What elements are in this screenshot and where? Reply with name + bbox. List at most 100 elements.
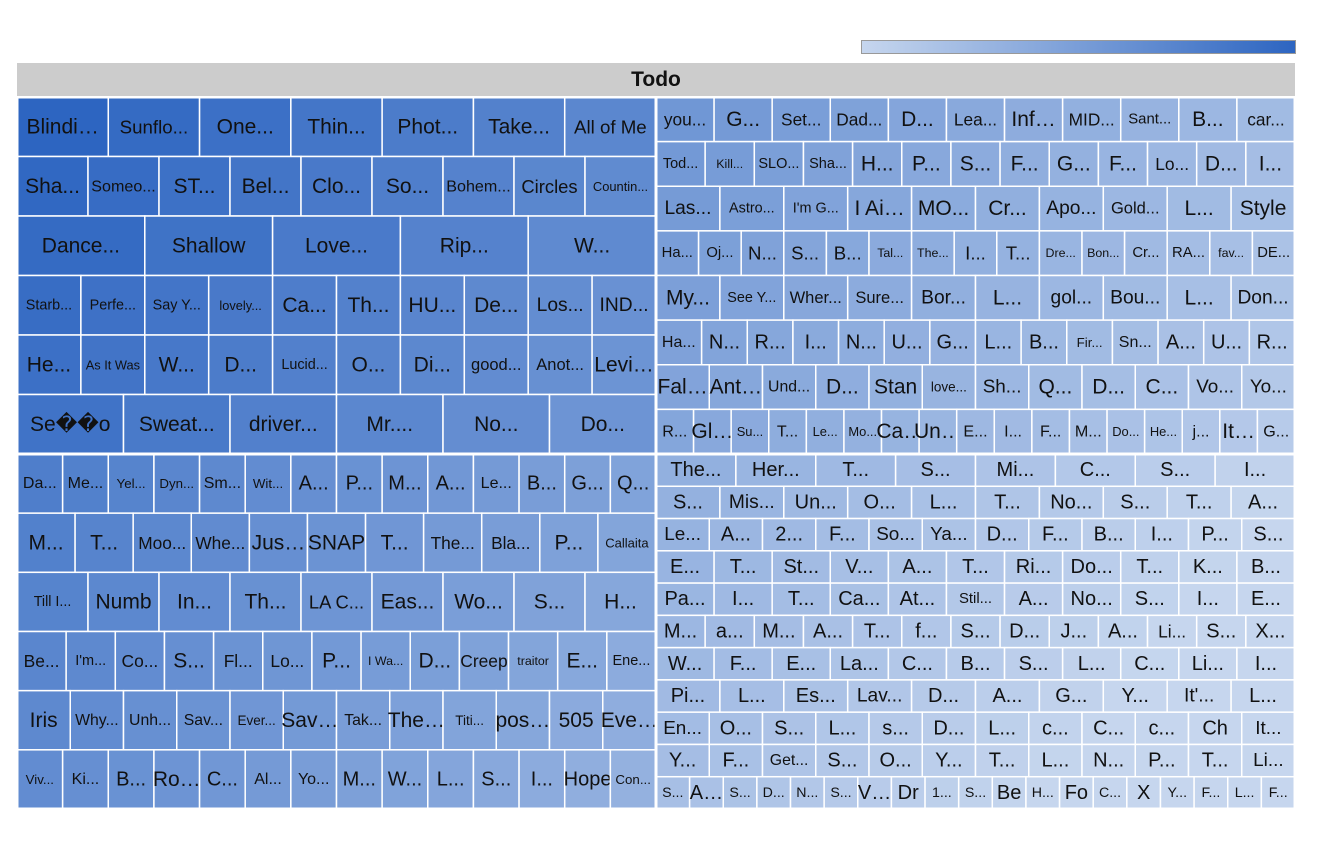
treemap-cell[interactable] (1214, 453, 1295, 488)
treemap-cell[interactable] (360, 630, 411, 692)
treemap-cell[interactable] (713, 582, 773, 617)
treemap-cell[interactable] (655, 743, 710, 778)
treemap-cell[interactable] (815, 364, 870, 411)
treemap-cell[interactable] (80, 334, 146, 396)
treemap-cell[interactable] (688, 775, 725, 809)
treemap-cell[interactable] (837, 319, 885, 366)
treemap-cell[interactable] (1251, 230, 1295, 277)
treemap-cell[interactable] (513, 155, 586, 217)
treemap-cell[interactable] (945, 646, 1006, 681)
treemap-cell[interactable] (704, 140, 756, 187)
treemap-cell[interactable] (1241, 517, 1295, 552)
treemap-cell[interactable] (910, 185, 977, 232)
treemap-cell[interactable] (442, 393, 551, 455)
treemap-cell[interactable] (107, 749, 155, 809)
treemap-cell[interactable] (887, 582, 948, 617)
treemap-cell[interactable] (843, 408, 883, 455)
treemap-cell[interactable] (1119, 97, 1180, 143)
treemap-cell[interactable] (409, 630, 461, 692)
treemap-cell[interactable] (122, 393, 231, 455)
treemap-cell[interactable] (1157, 319, 1205, 366)
treemap-cell[interactable] (300, 571, 373, 633)
treemap-cell[interactable] (389, 689, 444, 751)
treemap-cell[interactable] (1102, 185, 1168, 232)
treemap-cell[interactable] (513, 571, 586, 633)
treemap-cell[interactable] (17, 274, 82, 336)
treemap-cell[interactable] (1178, 582, 1238, 617)
treemap-cell[interactable] (556, 630, 608, 692)
treemap-cell[interactable] (829, 97, 890, 143)
treemap-cell[interactable] (548, 689, 604, 751)
treemap-cell[interactable] (655, 453, 737, 488)
treemap-cell[interactable] (783, 185, 849, 232)
treemap-cell[interactable] (815, 711, 870, 746)
treemap-cell[interactable] (846, 679, 913, 713)
treemap-cell[interactable] (65, 630, 117, 692)
treemap-cell[interactable] (17, 630, 67, 692)
treemap-cell[interactable] (371, 155, 444, 217)
treemap-cell[interactable] (921, 364, 977, 411)
treemap-cell[interactable] (880, 408, 920, 455)
treemap-cell[interactable] (290, 749, 338, 809)
treemap-cell[interactable] (974, 364, 1030, 411)
treemap-cell[interactable] (1038, 230, 1083, 277)
treemap-cell[interactable] (198, 749, 246, 809)
treemap-cell[interactable] (606, 630, 657, 692)
treemap-cell[interactable] (851, 140, 903, 187)
treemap-cell[interactable] (708, 711, 764, 746)
treemap-cell[interactable] (1159, 775, 1195, 809)
treemap-root-header[interactable]: Todo (17, 63, 1295, 96)
treemap-cell[interactable] (1066, 319, 1114, 366)
treemap-cell[interactable] (1097, 614, 1149, 649)
treemap-cell[interactable] (783, 274, 849, 321)
treemap-cell[interactable] (1202, 319, 1251, 366)
treemap-cell[interactable] (655, 319, 703, 366)
treemap-cell[interactable] (993, 408, 1033, 455)
treemap-cell[interactable] (1054, 453, 1136, 488)
treemap-cell[interactable] (1003, 582, 1064, 617)
treemap-cell[interactable] (87, 155, 160, 217)
treemap-cell[interactable] (300, 155, 373, 217)
treemap-cell[interactable] (719, 679, 785, 713)
treemap-cell[interactable] (584, 155, 657, 217)
treemap-cell[interactable] (783, 679, 849, 713)
treemap-cell[interactable] (974, 274, 1041, 321)
treemap-cell[interactable] (945, 97, 1006, 143)
treemap-cell[interactable] (399, 215, 529, 277)
treemap-cell[interactable] (364, 512, 425, 574)
treemap-cell[interactable] (1241, 711, 1295, 746)
treemap-cell[interactable] (1028, 711, 1083, 746)
treemap-cell[interactable] (17, 155, 89, 217)
treemap-cell[interactable] (655, 274, 721, 321)
treemap-cell[interactable] (1166, 485, 1232, 520)
treemap-cell[interactable] (1241, 364, 1295, 411)
treemap-cell[interactable] (495, 689, 551, 751)
treemap-cell[interactable] (1166, 230, 1211, 277)
treemap-cell[interactable] (921, 711, 977, 746)
treemap-cell[interactable] (422, 512, 483, 574)
treemap-cell[interactable] (1048, 614, 1100, 649)
treemap-cell[interactable] (697, 230, 742, 277)
treemap-cell[interactable] (996, 230, 1041, 277)
treemap-cell[interactable] (539, 512, 599, 574)
treemap-cell[interactable] (783, 230, 828, 277)
treemap-cell[interactable] (87, 571, 160, 633)
treemap-cell[interactable] (548, 393, 657, 455)
treemap-cell[interactable] (527, 274, 593, 336)
treemap-cell[interactable] (335, 334, 402, 396)
treemap-cell[interactable] (1028, 517, 1083, 552)
treemap-cell[interactable] (1134, 711, 1190, 746)
treemap-cell[interactable] (463, 334, 529, 396)
treemap-cell[interactable] (381, 453, 429, 514)
treemap-cell[interactable] (719, 485, 785, 520)
treemap-cell[interactable] (722, 775, 758, 809)
treemap-cell[interactable] (1248, 319, 1295, 366)
treemap-cell[interactable] (846, 185, 913, 232)
treemap-cell[interactable] (472, 749, 520, 809)
treemap-cell[interactable] (1126, 775, 1162, 809)
treemap-cell[interactable] (80, 274, 146, 336)
treemap-cell[interactable] (1195, 614, 1247, 649)
treemap-cell[interactable] (1187, 743, 1243, 778)
treemap-cell[interactable] (442, 689, 497, 751)
treemap-cell[interactable] (1193, 775, 1229, 809)
